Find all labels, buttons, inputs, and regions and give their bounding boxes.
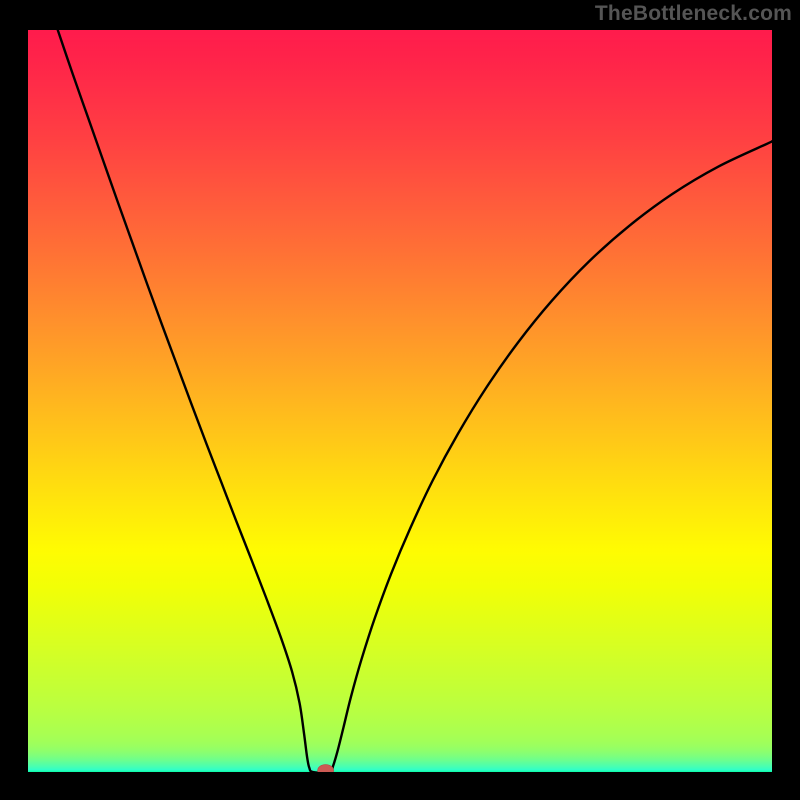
plot-area (28, 30, 772, 772)
plot-background (28, 30, 772, 772)
chart-frame: TheBottleneck.com (0, 0, 800, 800)
watermark-text: TheBottleneck.com (595, 2, 792, 26)
plot-svg (28, 30, 772, 772)
